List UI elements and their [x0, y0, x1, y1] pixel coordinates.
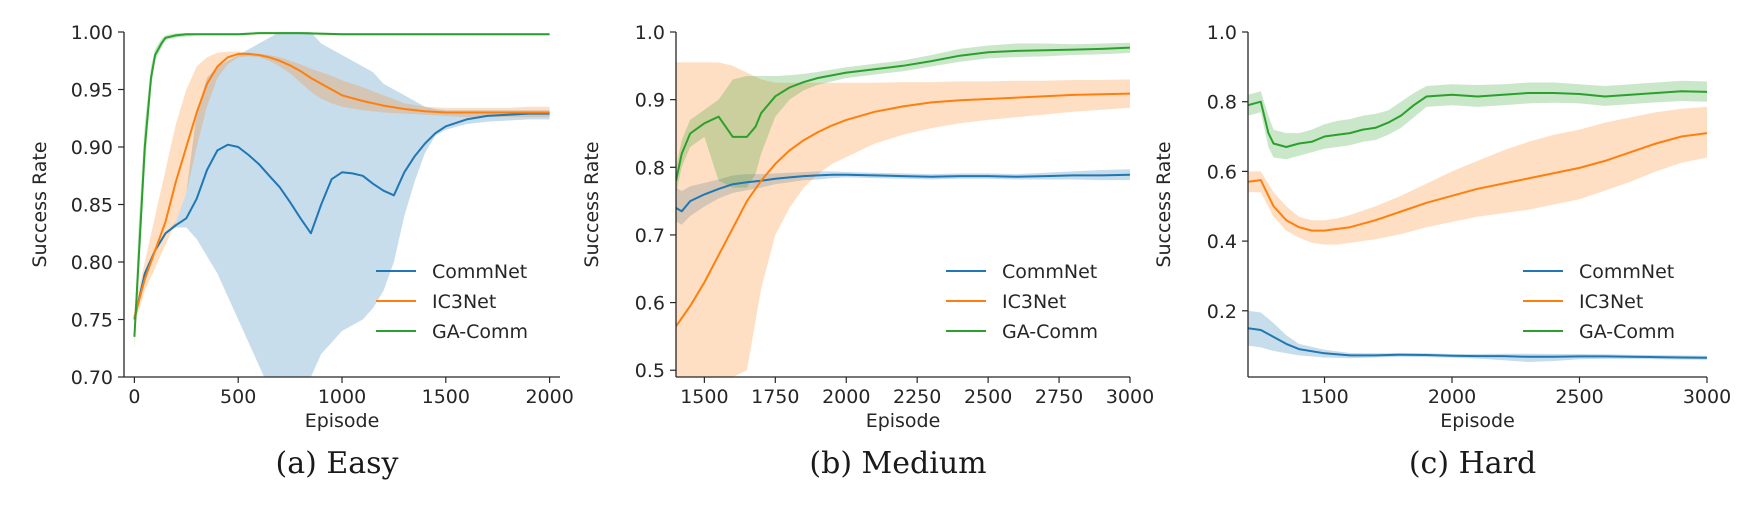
y-tick-label: 0.90 [71, 137, 113, 159]
y-tick-label: 1.00 [71, 22, 113, 44]
band-ic3net [134, 51, 550, 326]
x-tick-label: 2500 [964, 386, 1012, 408]
y-tick-label: 0.5 [635, 360, 665, 382]
x-axis-label: Episode [866, 410, 941, 432]
x-tick-label: 2750 [1035, 386, 1083, 408]
y-tick-label: 0.70 [71, 367, 113, 389]
y-tick-label: 0.80 [71, 252, 113, 274]
y-tick-label: 1.0 [1207, 22, 1237, 44]
x-tick-label: 2000 [525, 386, 573, 408]
legend-label-ga-comm: GA-Comm [432, 321, 528, 343]
plot-area [133, 32, 550, 377]
y-tick-label: 0.2 [1207, 301, 1237, 323]
chart-panel-1: 0 500 1000 1500 2000 0.70 0.75 0.80 0.85 0.90 0.95… [29, 22, 574, 481]
series-line-ic3net [1248, 132, 1707, 232]
panel-caption: (b) Medium [809, 446, 986, 481]
series-line-ga-comm [676, 46, 1130, 182]
x-tick-label: 2000 [1428, 386, 1476, 408]
legend-label-commnet: CommNet [1002, 261, 1097, 283]
panel-caption: (a) Easy [276, 446, 399, 481]
y-tick-label: 0.75 [71, 310, 113, 332]
plot-area [676, 42, 1130, 377]
series-line-ga-comm [1248, 90, 1707, 148]
band-ic3net [676, 62, 1130, 377]
x-tick-label: 1500 [680, 386, 728, 408]
series-line-commnet [133, 112, 550, 320]
series-line-ga-comm [133, 32, 550, 337]
legend: CommNet IC3Net GA-Comm [376, 261, 528, 343]
y-tick-label: 0.7 [635, 225, 665, 247]
y-axis-label: Success Rate [1153, 141, 1175, 267]
y-tick-label: 0.4 [1207, 231, 1237, 253]
legend-label-ga-comm: GA-Comm [1002, 321, 1098, 343]
x-tick-label: 2250 [893, 386, 941, 408]
panel-caption: (c) Hard [1409, 446, 1536, 481]
legend-label-commnet: CommNet [1579, 261, 1674, 283]
x-tick-label: 1500 [422, 386, 470, 408]
legend-label-commnet: CommNet [432, 261, 527, 283]
x-tick-label: 3000 [1106, 386, 1154, 408]
x-tick-label: 1750 [751, 386, 799, 408]
x-tick-label: 1500 [1300, 386, 1348, 408]
legend: CommNet IC3Net GA-Comm [1523, 261, 1675, 343]
band-ic3net [1248, 106, 1707, 245]
legend-label-ic3net: IC3Net [1579, 291, 1643, 313]
series-line-ic3net [676, 92, 1130, 327]
legend: CommNet IC3Net GA-Comm [946, 261, 1098, 343]
y-axis-label: Success Rate [581, 141, 603, 267]
y-tick-label: 1.0 [635, 22, 665, 44]
series-line-ic3net [133, 52, 550, 318]
x-tick-label: 500 [220, 386, 256, 408]
y-tick-label: 0.8 [635, 157, 665, 179]
band-ga-comm [1248, 80, 1707, 160]
x-tick-label: 2500 [1555, 386, 1603, 408]
chart-panel-2: 1500 1750 2000 2250 2500 2750 3000 0.5 0.6 0.7 0.8… [581, 22, 1154, 481]
x-tick-label: 0 [128, 386, 140, 408]
series-line-commnet [676, 173, 1130, 213]
plot-area [1248, 80, 1707, 362]
legend-label-ic3net: IC3Net [1002, 291, 1066, 313]
x-tick-label: 3000 [1683, 386, 1731, 408]
y-axis-label: Success Rate [29, 141, 51, 267]
series-line-commnet [1248, 327, 1707, 359]
legend-label-ic3net: IC3Net [432, 291, 496, 313]
y-tick-label: 0.95 [71, 80, 113, 102]
legend-label-ga-comm: GA-Comm [1579, 321, 1675, 343]
x-tick-label: 1000 [318, 386, 366, 408]
chart-panel-3: 1500 2000 2500 3000 0.2 0.4 0.6 0.8 1.0 Episode Su… [1153, 22, 1731, 481]
band-commnet [134, 32, 550, 377]
y-tick-label: 0.8 [1207, 92, 1237, 114]
y-tick-label: 0.9 [635, 90, 665, 112]
x-axis-label: Episode [1440, 410, 1515, 432]
y-tick-label: 0.6 [1207, 161, 1237, 183]
x-tick-label: 2000 [822, 386, 870, 408]
y-tick-label: 0.85 [71, 195, 113, 217]
x-axis-label: Episode [305, 410, 380, 432]
y-tick-label: 0.6 [635, 293, 665, 315]
band-ga-comm [676, 42, 1130, 195]
